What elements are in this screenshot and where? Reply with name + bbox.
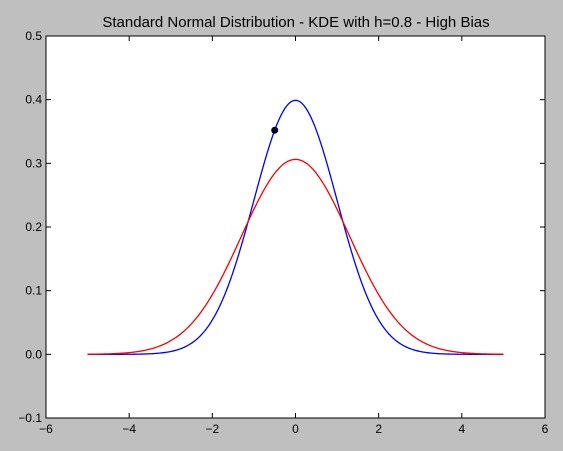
x-tick-label: −6 [39, 422, 53, 436]
x-tick-label: 6 [542, 422, 549, 436]
plot-area [46, 36, 545, 418]
marker-point [271, 126, 279, 134]
y-tick-label: 0.1 [25, 284, 42, 298]
y-tick-label: −0.1 [18, 411, 42, 425]
y-tick-label: 0.2 [25, 220, 42, 234]
y-tick-label: 0.4 [25, 93, 42, 107]
plot-background [46, 36, 545, 418]
x-tick-label: 0 [292, 422, 299, 436]
y-tick-label: 0.3 [25, 156, 42, 170]
x-tick-label: −2 [205, 422, 219, 436]
series-line-true-density [87, 99, 504, 355]
y-tick-label: 0.0 [25, 347, 42, 361]
series-line-kde-estimate [87, 158, 504, 355]
chart-title: Standard Normal Distribution - KDE with … [102, 14, 489, 31]
x-tick-label: 2 [375, 422, 382, 436]
x-tick-label: −4 [122, 422, 136, 436]
axes: −6 −4 −2 0 2 4 6 −0.1 0.0 0.1 0.2 0.3 0.4 0.5 [18, 29, 548, 436]
x-tick-label: 4 [458, 422, 465, 436]
y-tick-label: 0.5 [25, 29, 42, 43]
